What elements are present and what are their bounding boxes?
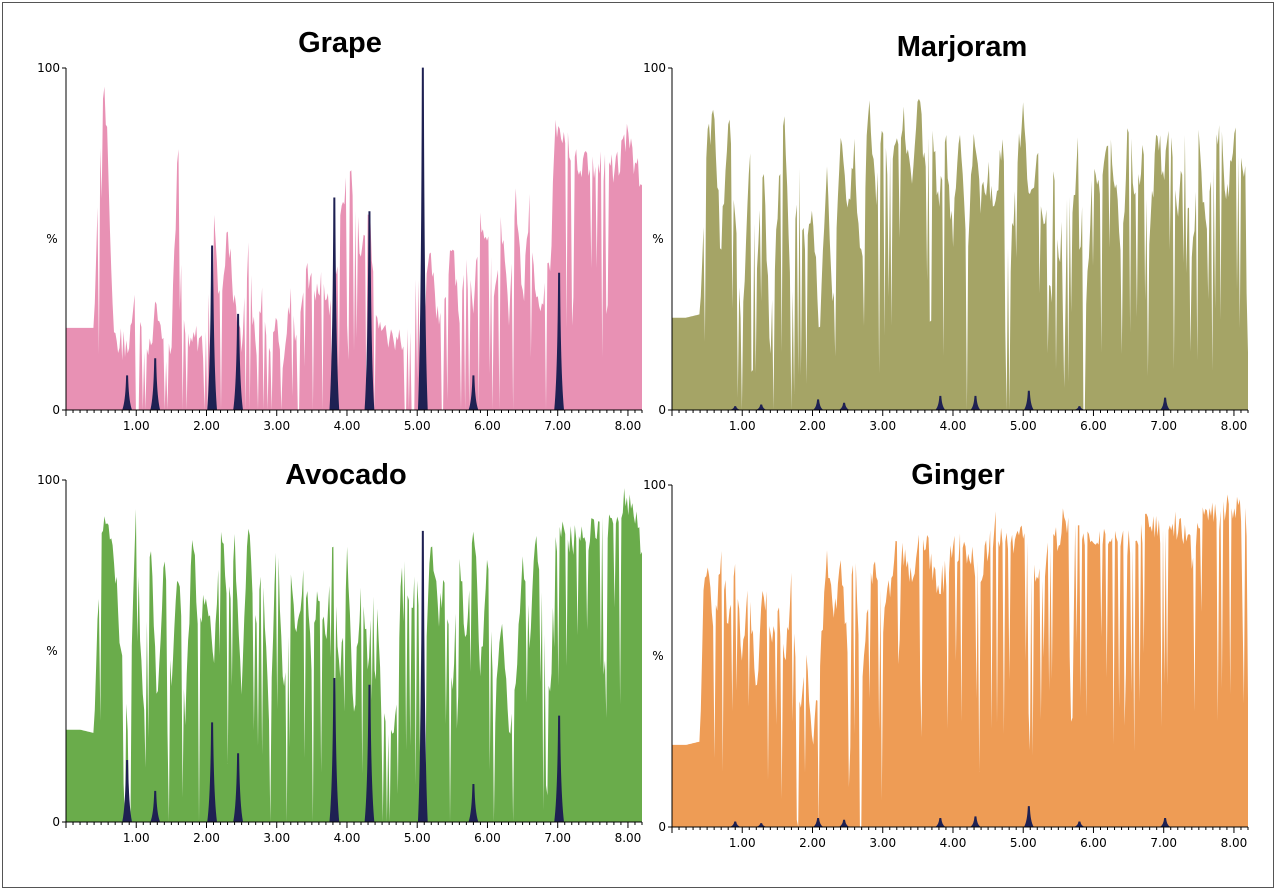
x-tick-label: 7.00 <box>1150 419 1177 433</box>
chart-panel-0: Grape 1.00 2.00 3.00 4.00 5.00 6.00 7.00 8.00 0 10… <box>37 27 643 433</box>
y-tick-label: 0 <box>658 820 666 834</box>
peak-3 <box>839 402 849 411</box>
x-tick-label: 4.00 <box>334 419 361 433</box>
chart-title: Grape <box>298 27 382 59</box>
series-area <box>672 494 1248 827</box>
y-tick-label: 100 <box>643 61 666 75</box>
peak-6 <box>1023 390 1035 411</box>
peak-8 <box>1159 818 1171 828</box>
peak-2 <box>812 399 824 411</box>
y-axis-label: % <box>652 232 663 246</box>
peak-3 <box>233 753 244 823</box>
x-tick-label: 1.00 <box>123 419 150 433</box>
peak-5 <box>364 211 375 411</box>
x-tick-label: 8.00 <box>1221 419 1248 433</box>
y-axis-label: % <box>46 644 57 658</box>
x-tick-label: 1.00 <box>123 831 150 845</box>
peak-8 <box>1159 397 1171 411</box>
peak-7 <box>1074 821 1085 828</box>
x-tick-label: 2.00 <box>799 419 826 433</box>
chart-panel-2: Avocado 1.00 2.00 3.00 4.00 5.00 6.00 7.00 8.00 0… <box>37 459 643 845</box>
x-tick-label: 2.00 <box>799 836 826 850</box>
x-tick-label: 1.00 <box>729 836 756 850</box>
x-tick-label: 2.00 <box>193 831 220 845</box>
chart-panel-1: Marjoram 1.00 2.00 3.00 4.00 5.00 6.00 7.00 8.00… <box>643 31 1249 433</box>
peak-3 <box>233 313 244 411</box>
x-tick-label: 3.00 <box>263 419 290 433</box>
x-tick-label: 6.00 <box>1080 836 1107 850</box>
peak-6 <box>417 530 428 823</box>
x-tick-label: 8.00 <box>615 831 642 845</box>
peak-4 <box>329 197 340 411</box>
chart-title: Avocado <box>285 459 406 491</box>
x-tick-label: 7.00 <box>544 419 571 433</box>
peak-1 <box>150 358 161 411</box>
y-tick-label: 0 <box>52 403 60 417</box>
peak-2 <box>812 818 824 828</box>
chart-panel-3: Ginger 1.00 2.00 3.00 4.00 5.00 6.00 7.00 8.00 0 1… <box>643 459 1249 850</box>
peak-3 <box>839 819 849 828</box>
x-tick-label: 3.00 <box>869 419 896 433</box>
series-area <box>66 86 642 410</box>
x-tick-label: 6.00 <box>474 831 501 845</box>
x-tick-label: 7.00 <box>544 831 571 845</box>
x-tick-label: 5.00 <box>1010 836 1037 850</box>
x-tick-label: 3.00 <box>869 836 896 850</box>
x-tick-label: 8.00 <box>615 419 642 433</box>
peak-4 <box>934 818 947 828</box>
peak-0 <box>730 821 740 828</box>
x-tick-label: 2.00 <box>193 419 220 433</box>
x-tick-label: 3.00 <box>263 831 290 845</box>
x-tick-label: 5.00 <box>404 831 431 845</box>
x-tick-label: 1.00 <box>729 419 756 433</box>
peak-0 <box>122 760 133 823</box>
y-axis-label: % <box>46 232 57 246</box>
x-tick-label: 7.00 <box>1150 836 1177 850</box>
peak-0 <box>122 375 133 411</box>
peak-6 <box>1023 806 1035 828</box>
x-tick-label: 6.00 <box>474 419 501 433</box>
peak-5 <box>970 395 981 411</box>
y-tick-label: 100 <box>37 61 60 75</box>
y-tick-label: 0 <box>658 403 666 417</box>
peak-7 <box>468 375 479 411</box>
chart-title: Ginger <box>911 459 1004 491</box>
peak-8 <box>554 715 565 823</box>
peak-2 <box>207 245 218 411</box>
peak-6 <box>417 67 428 411</box>
y-tick-label: 100 <box>643 478 666 492</box>
y-tick-label: 0 <box>52 815 60 829</box>
y-axis-label: % <box>652 649 663 663</box>
peak-4 <box>934 395 946 411</box>
x-tick-label: 4.00 <box>334 831 361 845</box>
series-area <box>66 488 642 822</box>
x-tick-label: 5.00 <box>404 419 431 433</box>
peak-1 <box>150 790 161 823</box>
x-tick-label: 4.00 <box>940 419 967 433</box>
peak-2 <box>207 722 218 823</box>
series-area <box>672 98 1248 411</box>
peak-5 <box>969 816 982 828</box>
peak-8 <box>554 272 565 411</box>
peak-5 <box>364 684 375 823</box>
chart-title: Marjoram <box>897 31 1028 63</box>
y-tick-label: 100 <box>37 473 60 487</box>
peak-1 <box>756 404 766 411</box>
x-tick-label: 8.00 <box>1221 836 1248 850</box>
peak-4 <box>329 677 340 823</box>
x-tick-label: 4.00 <box>940 836 967 850</box>
x-tick-label: 6.00 <box>1080 419 1107 433</box>
peak-7 <box>468 783 479 823</box>
x-tick-label: 5.00 <box>1010 419 1037 433</box>
